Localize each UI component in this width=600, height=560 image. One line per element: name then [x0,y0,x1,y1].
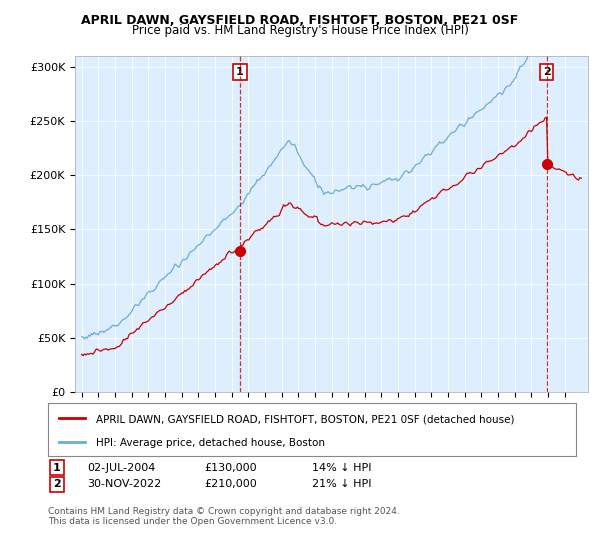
Text: 2: 2 [53,479,61,489]
Text: Price paid vs. HM Land Registry's House Price Index (HPI): Price paid vs. HM Land Registry's House … [131,24,469,36]
Text: 1: 1 [53,463,61,473]
Text: Contains HM Land Registry data © Crown copyright and database right 2024.
This d: Contains HM Land Registry data © Crown c… [48,507,400,526]
Text: 02-JUL-2004: 02-JUL-2004 [87,463,155,473]
Text: 14% ↓ HPI: 14% ↓ HPI [312,463,371,473]
Text: £130,000: £130,000 [204,463,257,473]
Text: 21% ↓ HPI: 21% ↓ HPI [312,479,371,489]
Text: APRIL DAWN, GAYSFIELD ROAD, FISHTOFT, BOSTON, PE21 0SF: APRIL DAWN, GAYSFIELD ROAD, FISHTOFT, BO… [82,14,518,27]
Text: APRIL DAWN, GAYSFIELD ROAD, FISHTOFT, BOSTON, PE21 0SF (detached house): APRIL DAWN, GAYSFIELD ROAD, FISHTOFT, BO… [95,414,514,424]
Text: 1: 1 [236,67,244,77]
Text: £210,000: £210,000 [204,479,257,489]
Text: 30-NOV-2022: 30-NOV-2022 [87,479,161,489]
Text: 2: 2 [543,67,551,77]
Text: HPI: Average price, detached house, Boston: HPI: Average price, detached house, Bost… [95,437,325,447]
